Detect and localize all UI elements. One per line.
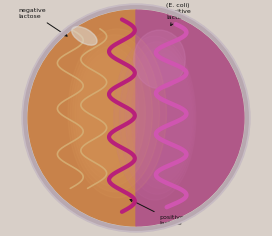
Ellipse shape	[114, 36, 196, 200]
Ellipse shape	[134, 30, 185, 89]
Circle shape	[22, 4, 250, 232]
Text: (E. coli)
positive
lactose: (E. coli) positive lactose	[166, 3, 191, 25]
Ellipse shape	[75, 46, 146, 180]
Ellipse shape	[77, 52, 138, 174]
Wedge shape	[28, 10, 136, 226]
Wedge shape	[136, 10, 244, 226]
Ellipse shape	[120, 42, 195, 194]
Text: negative
lactose: negative lactose	[19, 8, 67, 36]
Text: positive
lactose: positive lactose	[130, 199, 184, 226]
Ellipse shape	[125, 48, 193, 188]
Ellipse shape	[80, 58, 131, 169]
Ellipse shape	[68, 29, 166, 198]
Ellipse shape	[72, 27, 97, 45]
Ellipse shape	[131, 54, 192, 182]
Ellipse shape	[70, 35, 159, 192]
Ellipse shape	[73, 41, 152, 186]
